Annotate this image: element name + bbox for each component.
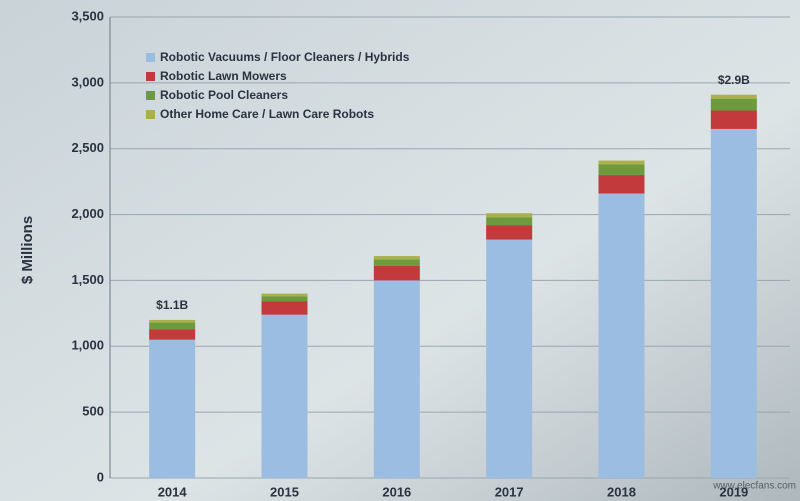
bar-segment [710,110,757,129]
bar-segment [373,259,420,266]
y-tick-label: 2,500 [71,140,104,155]
bar-segment [261,293,308,297]
y-axis-title: $ Millions [19,216,36,284]
bar-segment [149,339,196,478]
bar-segment [598,193,645,479]
bar-segment [149,329,196,340]
legend-swatch [146,72,155,81]
legend-label: Robotic Vacuums / Floor Cleaners / Hybri… [160,50,410,64]
bar-segment [710,94,757,99]
bar-segment [598,175,645,194]
x-tick-label: 2018 [607,484,636,499]
legend-swatch [146,53,155,62]
bar-segment [710,98,757,111]
y-tick-label: 1,500 [71,272,104,287]
watermark: www.elecfans.com [712,481,796,492]
total-label: $1.1B [156,298,188,312]
bar-segment [598,164,645,176]
bar-segment [261,301,308,315]
legend-label: Other Home Care / Lawn Care Robots [160,107,374,121]
bar-segment [710,128,757,478]
x-tick-label: 2015 [270,484,299,499]
total-label: $2.9B [718,73,750,87]
x-tick-label: 2016 [382,484,411,499]
bar-segment [486,217,533,226]
bar-segment [486,239,533,478]
x-tick-label: 2014 [158,484,188,499]
legend-label: Robotic Lawn Mowers [160,69,287,83]
bar-segment [373,256,420,260]
y-tick-label: 500 [82,404,104,419]
y-tick-label: 2,000 [71,206,104,221]
x-tick-label: 2019 [719,484,748,499]
legend-swatch [146,110,155,119]
bar-segment [486,225,533,240]
y-tick-label: 0 [97,469,104,484]
legend-swatch [146,91,155,100]
y-tick-label: 3,500 [71,8,104,23]
bar-segment [149,319,196,323]
bar-segment [598,160,645,165]
bar-segment [373,265,420,281]
bar-segment [261,296,308,302]
y-tick-label: 1,000 [71,338,104,353]
y-tick-label: 3,000 [71,74,104,89]
legend-label: Robotic Pool Cleaners [160,88,288,102]
bar-segment [373,280,420,478]
x-tick-label: 2017 [495,484,524,499]
bar-segment [261,314,308,478]
bar-segment [149,322,196,330]
bar-segment [486,213,533,218]
